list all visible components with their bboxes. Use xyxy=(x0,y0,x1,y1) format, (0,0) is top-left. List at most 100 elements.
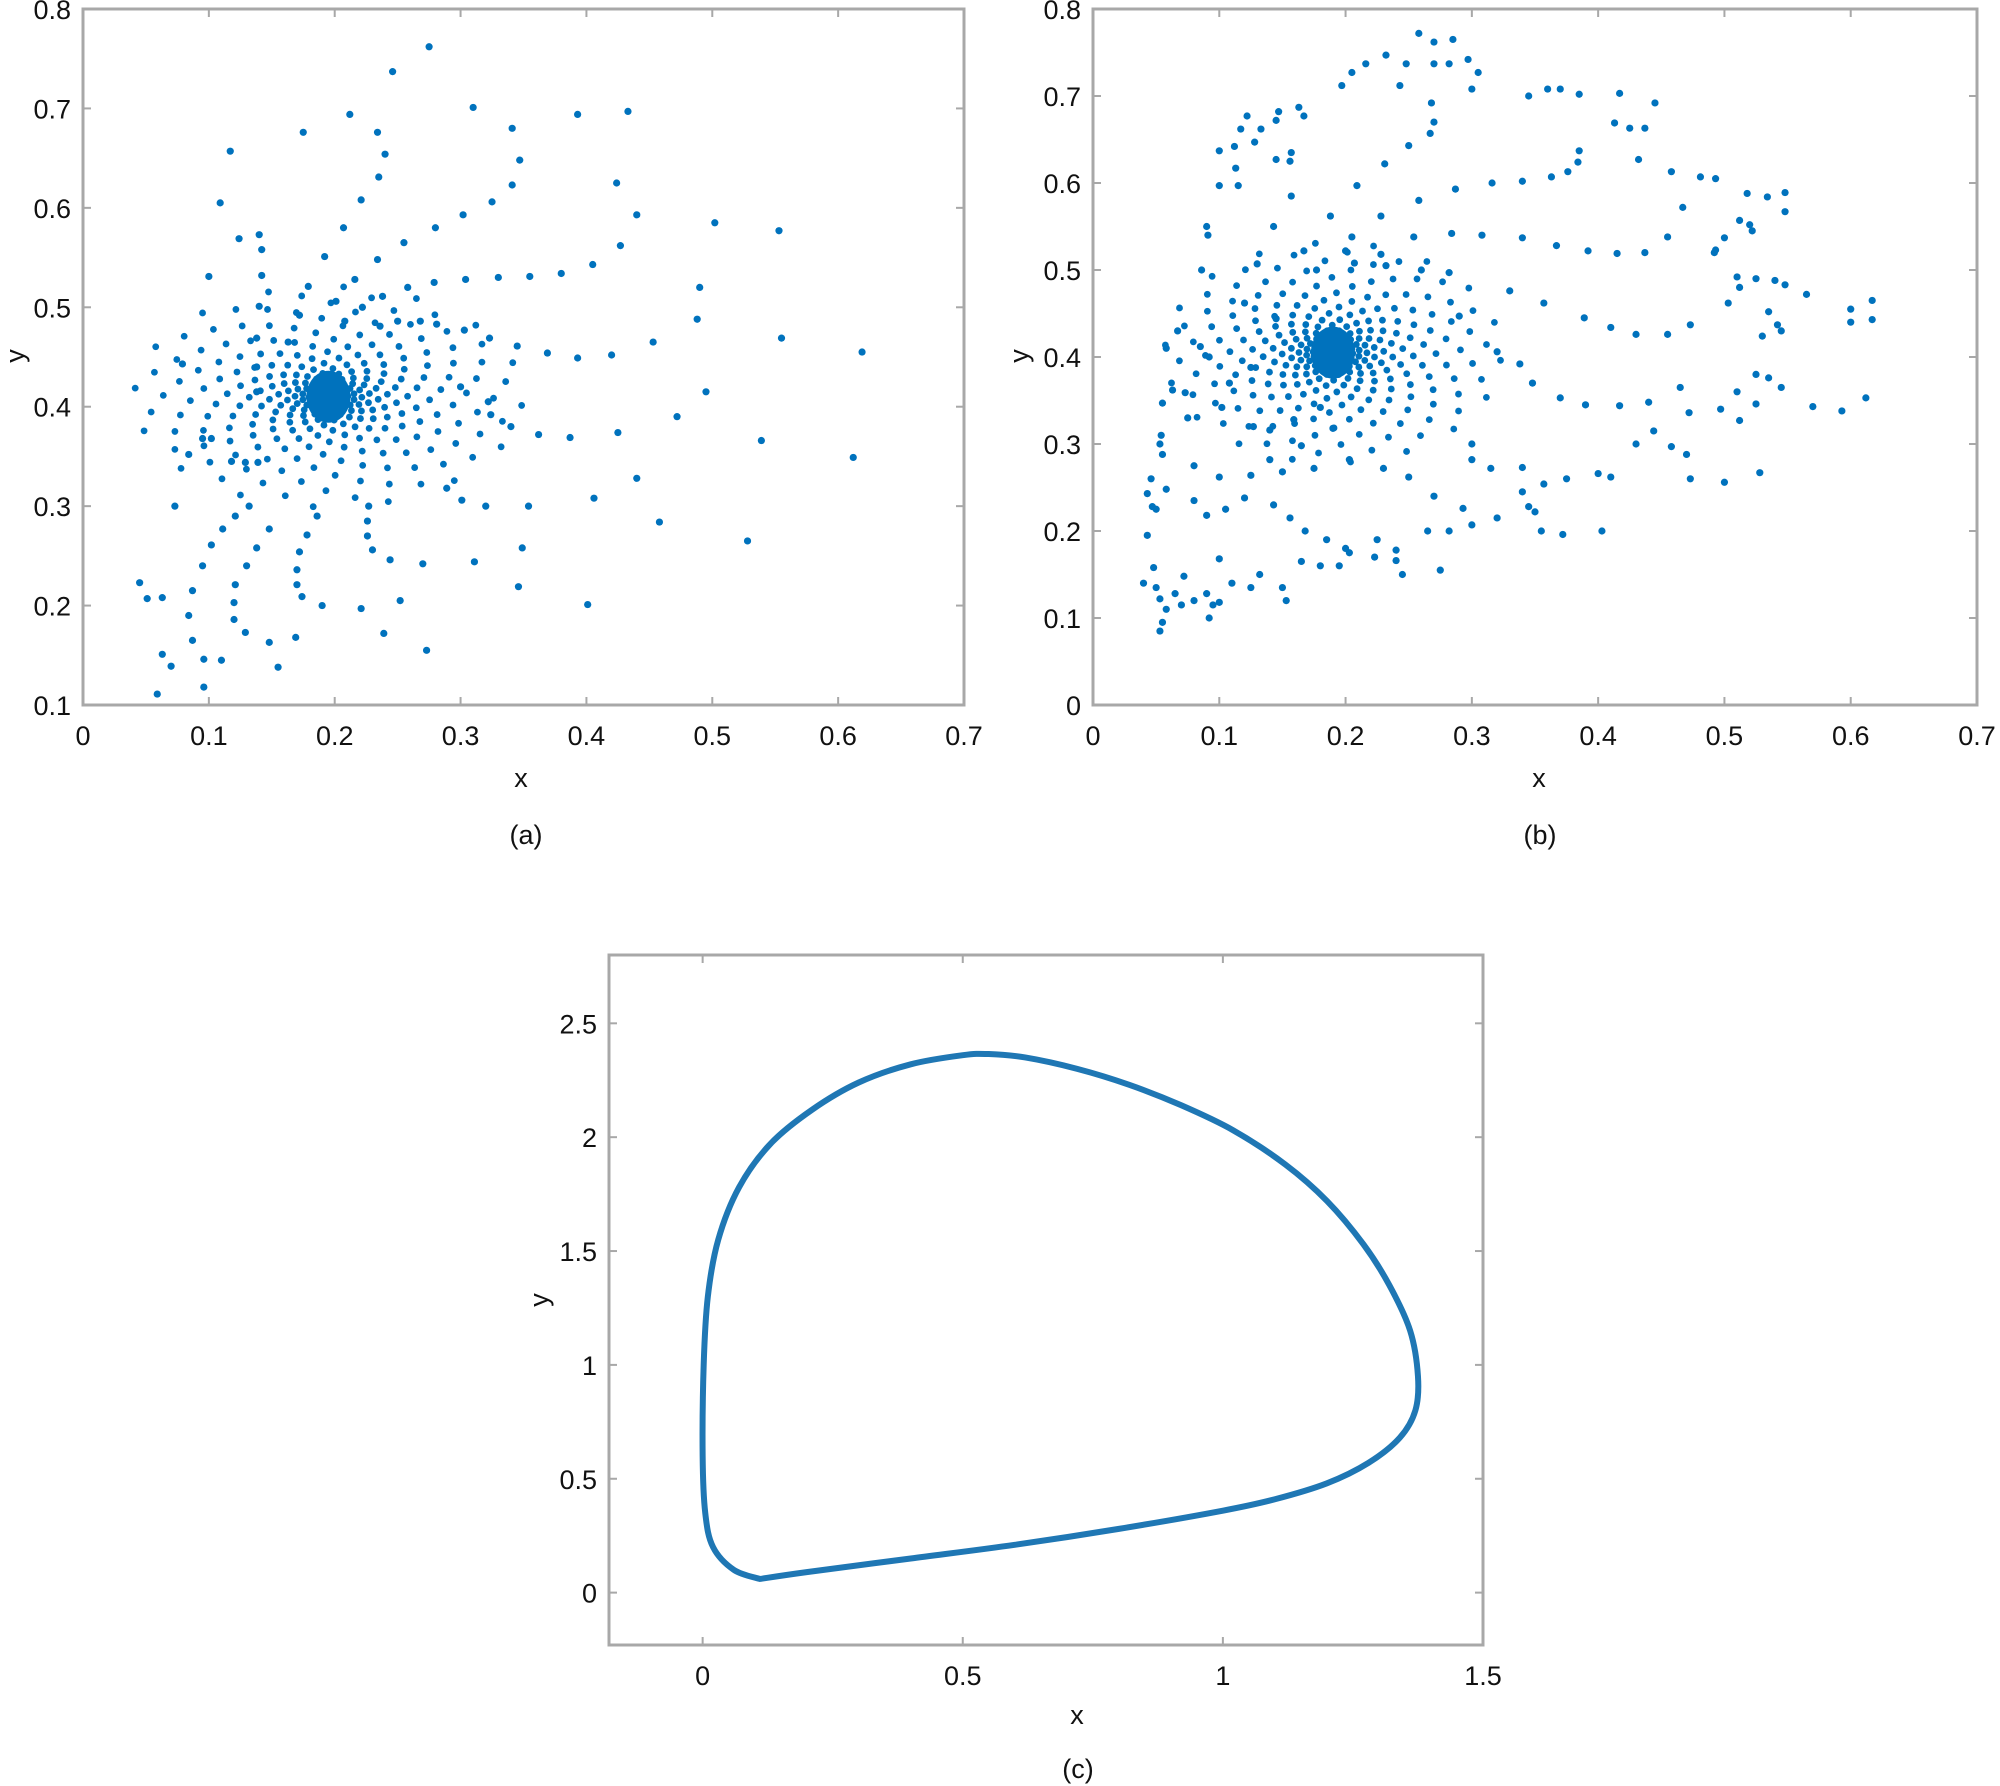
data-point xyxy=(253,544,261,552)
data-point xyxy=(373,436,381,444)
data-point xyxy=(452,440,460,447)
data-point xyxy=(140,427,148,435)
x-tick-label: 0.5 xyxy=(694,721,732,751)
data-point xyxy=(1369,369,1377,377)
data-point xyxy=(357,415,364,422)
data-point xyxy=(1294,404,1302,412)
data-point xyxy=(1607,473,1615,481)
data-point xyxy=(1425,416,1433,424)
data-point xyxy=(380,370,388,378)
data-point xyxy=(1357,406,1365,414)
data-point xyxy=(171,428,179,435)
data-point xyxy=(256,387,264,395)
data-point xyxy=(363,532,372,540)
data-point xyxy=(1180,572,1188,580)
data-point xyxy=(346,110,354,118)
data-point xyxy=(236,353,244,361)
data-point xyxy=(1763,193,1771,201)
data-point xyxy=(1297,442,1305,450)
data-point xyxy=(1303,345,1311,353)
data-point xyxy=(849,453,857,462)
data-point xyxy=(293,455,301,463)
data-point xyxy=(1346,311,1354,319)
data-point xyxy=(1430,60,1438,68)
data-point xyxy=(254,443,262,451)
data-point xyxy=(1367,278,1375,286)
data-point xyxy=(1430,118,1438,126)
data-point xyxy=(1290,251,1298,259)
data-point xyxy=(349,380,357,388)
data-point xyxy=(272,408,280,416)
data-point xyxy=(1356,377,1364,385)
data-point xyxy=(1720,478,1729,486)
data-point xyxy=(1234,182,1242,190)
data-point xyxy=(1326,212,1335,220)
data-point xyxy=(1429,400,1437,408)
data-point xyxy=(1171,590,1179,598)
data-point xyxy=(1345,415,1353,423)
data-point xyxy=(1268,393,1275,401)
data-point xyxy=(1273,301,1281,309)
x-tick-label: 0.2 xyxy=(1327,721,1365,751)
data-point xyxy=(1443,361,1450,369)
data-point xyxy=(1248,377,1256,384)
data-point xyxy=(1286,157,1294,165)
data-point xyxy=(217,656,226,664)
data-point xyxy=(1382,291,1390,299)
data-point xyxy=(366,390,373,397)
data-point xyxy=(1229,312,1237,319)
data-point xyxy=(1192,370,1200,378)
data-point xyxy=(254,458,262,466)
data-point xyxy=(1287,148,1295,157)
data-point xyxy=(1233,282,1240,290)
data-point xyxy=(1679,203,1687,211)
data-point xyxy=(226,424,233,432)
data-point xyxy=(1518,177,1526,185)
x-tick-label: 0.5 xyxy=(944,1661,982,1691)
data-point xyxy=(1352,341,1360,348)
data-point xyxy=(1303,351,1311,359)
data-point xyxy=(383,390,391,398)
data-point xyxy=(198,562,207,570)
data-point xyxy=(1325,309,1333,317)
data-point xyxy=(304,373,311,380)
data-point xyxy=(1301,527,1309,535)
data-point xyxy=(476,430,484,438)
data-point xyxy=(1720,234,1729,242)
data-point xyxy=(339,322,347,330)
data-point xyxy=(1436,566,1444,574)
data-point xyxy=(350,396,358,403)
data-point xyxy=(1240,336,1247,344)
data-point xyxy=(1242,266,1249,274)
data-point xyxy=(280,371,287,379)
data-point xyxy=(1556,85,1564,93)
data-point xyxy=(319,450,327,458)
x-tick-label: 1.5 xyxy=(1464,1661,1502,1691)
data-point xyxy=(1457,346,1464,354)
data-point xyxy=(1468,440,1476,448)
data-point xyxy=(1235,440,1243,448)
data-point xyxy=(295,435,303,442)
data-point xyxy=(368,341,376,349)
data-point xyxy=(1252,364,1260,371)
data-point xyxy=(1450,375,1458,382)
data-point xyxy=(1584,247,1592,255)
y-tick-label: 0.4 xyxy=(33,393,71,423)
x-tick-label: 0.4 xyxy=(568,721,606,751)
data-point xyxy=(1288,354,1296,362)
data-point xyxy=(1282,361,1290,369)
data-point xyxy=(299,396,307,404)
data-point xyxy=(270,337,278,344)
data-point xyxy=(386,331,393,338)
data-point xyxy=(1266,368,1273,376)
data-point xyxy=(1275,331,1283,339)
data-point xyxy=(1575,147,1583,155)
data-point xyxy=(400,239,408,247)
data-point xyxy=(1396,81,1404,90)
data-point xyxy=(1300,247,1308,255)
data-point xyxy=(1340,381,1348,389)
data-point xyxy=(372,384,380,392)
data-point xyxy=(304,282,312,291)
data-point xyxy=(416,418,424,425)
data-point xyxy=(1478,231,1486,239)
